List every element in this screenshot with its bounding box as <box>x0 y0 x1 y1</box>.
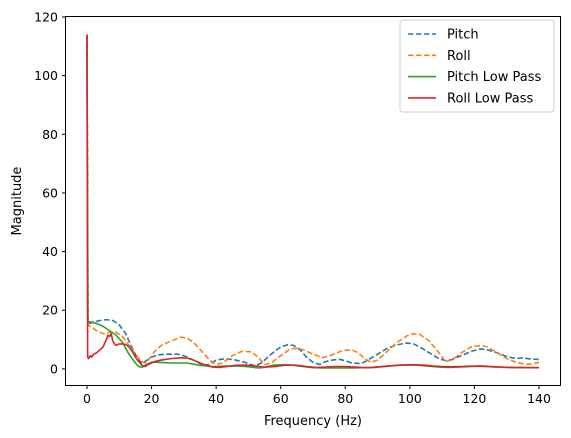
series-line-roll <box>86 34 540 366</box>
x-tick-label: 140 <box>527 391 551 406</box>
legend-label-pitch-low-pass: Pitch Low Pass <box>447 70 542 85</box>
legend-label-roll-low-pass: Roll Low Pass <box>447 91 533 106</box>
x-axis-label: Frequency (Hz) <box>264 414 362 429</box>
y-tick-label: 20 <box>42 303 58 318</box>
legend-box <box>399 19 555 113</box>
y-tick-label: 60 <box>42 185 58 200</box>
x-tick-label: 0 <box>83 391 91 406</box>
y-axis-ticks: 0 20 40 60 80 100 120 <box>34 10 66 376</box>
x-tick-label: 40 <box>208 391 224 406</box>
series-layer <box>86 34 540 369</box>
y-tick-label: 40 <box>42 244 58 259</box>
legend-label-roll: Roll <box>447 49 471 64</box>
x-tick-label: 80 <box>337 391 353 406</box>
x-tick-label: 20 <box>144 391 160 406</box>
y-axis-label: Magnitude <box>10 167 25 236</box>
x-tick-label: 60 <box>273 391 289 406</box>
series-line-roll-low-pass <box>86 34 540 369</box>
legend-label-pitch: Pitch <box>447 28 479 43</box>
x-axis-ticks: 0 20 40 60 80 100 120 140 <box>83 385 551 406</box>
y-tick-label: 100 <box>34 68 58 83</box>
x-tick-label: 120 <box>463 391 487 406</box>
plot-frame <box>65 16 561 386</box>
y-tick-label: 80 <box>42 127 58 142</box>
x-tick-label: 100 <box>398 391 422 406</box>
y-tick-label: 120 <box>34 10 58 25</box>
legend: Pitch Roll Pitch Low Pass Roll Low Pass <box>399 19 555 113</box>
y-tick-label: 0 <box>50 361 58 376</box>
